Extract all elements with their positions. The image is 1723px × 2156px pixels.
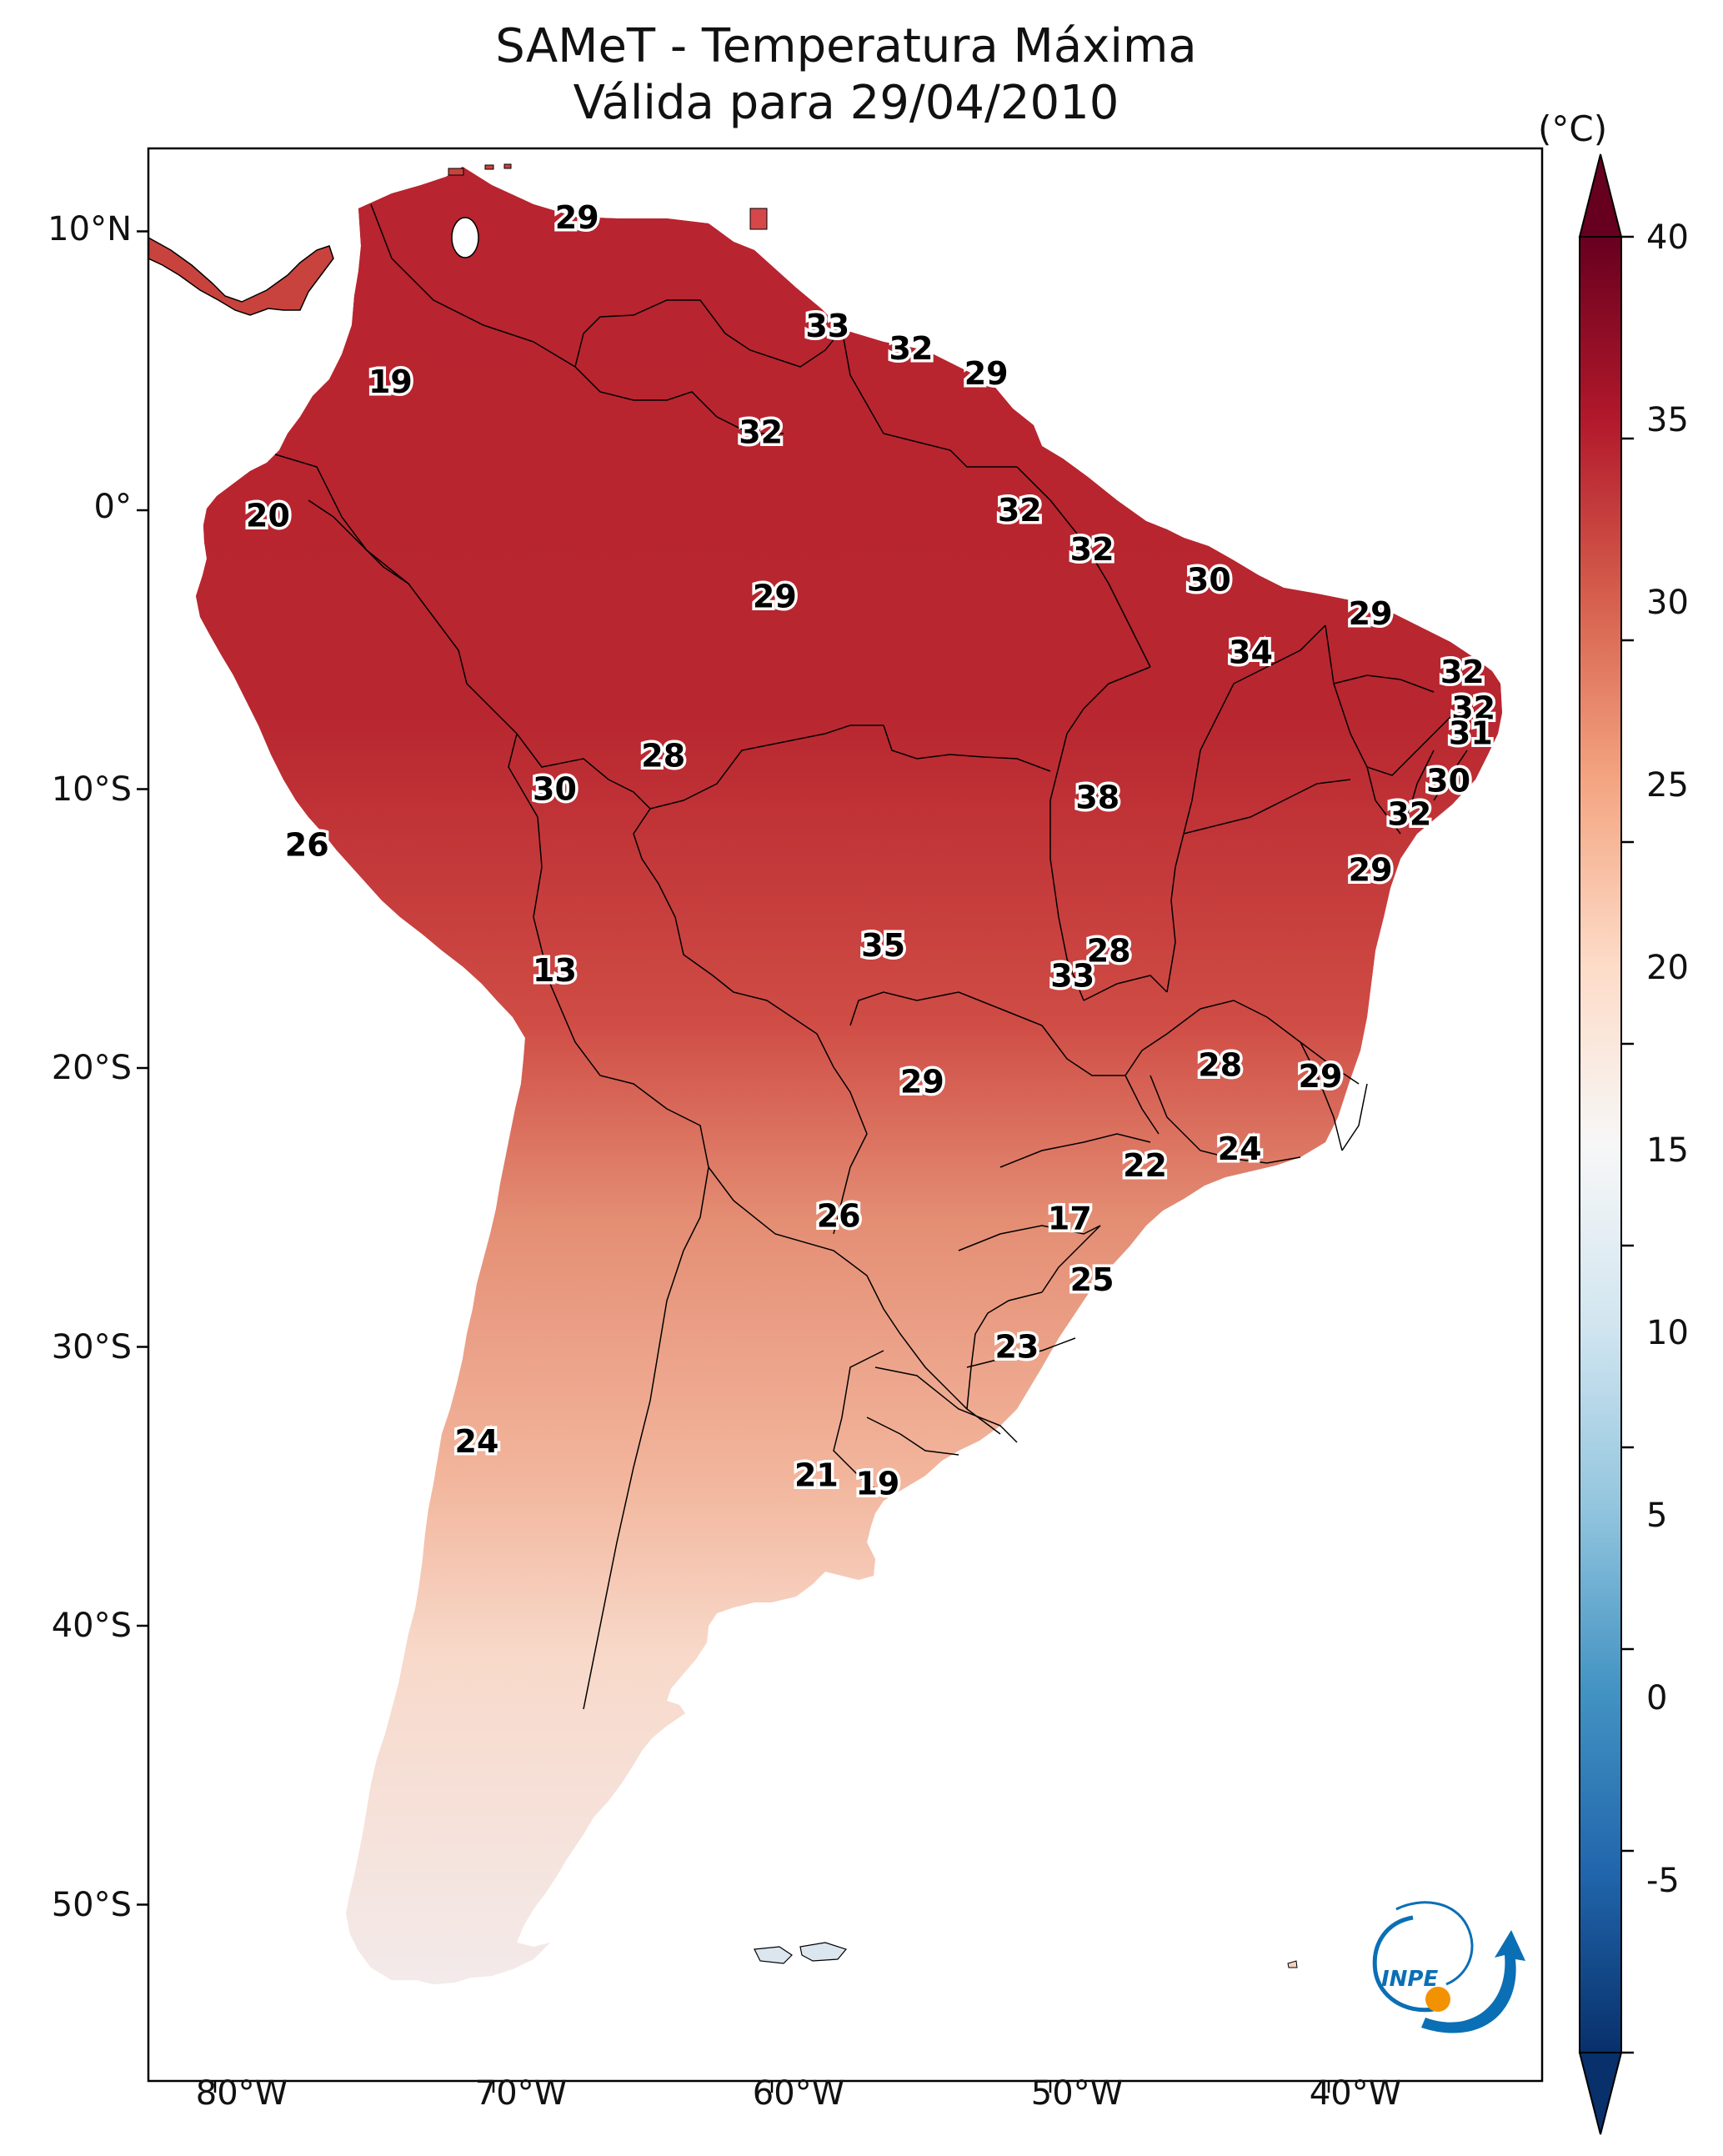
map-title: SAMeT - Temperatura Máxima Válida para 2… xyxy=(150,18,1542,132)
lat-tick-0: 0° xyxy=(93,488,132,526)
axis-tick-marks xyxy=(137,230,1330,2093)
country-borders xyxy=(274,203,1468,1710)
station-label-27: 28 xyxy=(1198,1047,1242,1084)
title-line-2: Válida para 29/04/2010 xyxy=(573,76,1119,130)
station-label-22: 29 xyxy=(1349,852,1393,889)
station-label-6: 32 xyxy=(998,492,1042,529)
station-label-16: 28 xyxy=(641,737,685,774)
station-label-36: 24 xyxy=(455,1423,499,1460)
station-label-33: 26 xyxy=(817,1197,861,1234)
lon-tick-60w: 60°W xyxy=(752,2074,845,2113)
lon-tick-40w: 40°W xyxy=(1309,2074,1402,2113)
station-label-28: 29 xyxy=(900,1064,944,1101)
station-label-30: 24 xyxy=(1218,1131,1262,1167)
station-label-7: 20 xyxy=(246,498,290,534)
inpe-logo: INPE xyxy=(1372,1901,1525,2033)
station-label-0: 29 xyxy=(555,199,599,236)
lon-tick-70w: 70°W xyxy=(474,2074,568,2113)
station-label-20: 32 xyxy=(1387,796,1431,833)
station-label-2: 32 xyxy=(889,330,934,367)
lon-tick-80w: 80°W xyxy=(195,2074,288,2113)
station-label-34: 25 xyxy=(1070,1261,1114,1298)
colorbar-tick-10: 10 xyxy=(1646,1314,1689,1352)
station-label-32: 17 xyxy=(1048,1201,1092,1237)
lon-tick-50w: 50°W xyxy=(1030,2074,1124,2113)
falkland-islands xyxy=(754,1942,848,1964)
lat-tick-30s: 30°S xyxy=(51,1328,132,1366)
lat-tick-10n: 10°N xyxy=(48,210,132,248)
station-label-15: 31 xyxy=(1449,715,1493,752)
station-label-26: 33 xyxy=(1050,958,1094,995)
station-label-5: 32 xyxy=(739,414,783,450)
colorbar-tick-15: 15 xyxy=(1646,1131,1689,1170)
colorbar-tick-25: 25 xyxy=(1646,766,1689,805)
station-label-13: 32 xyxy=(1440,654,1485,690)
station-label-38: 19 xyxy=(855,1465,899,1502)
station-label-8: 32 xyxy=(1070,531,1114,568)
lat-tick-50s: 50°S xyxy=(51,1886,132,1924)
colorbar-top-arrow xyxy=(1578,153,1623,238)
station-label-37: 21 xyxy=(794,1457,839,1493)
colorbar xyxy=(1578,153,1634,2135)
logo-orbit-arc xyxy=(1372,1915,1435,2013)
colorbar-tick-35: 35 xyxy=(1646,401,1689,439)
colorbar-tick-0: 0 xyxy=(1646,1679,1668,1717)
station-label-19: 38 xyxy=(1075,780,1119,816)
logo-inner-arc xyxy=(1395,1901,1474,1986)
station-label-29: 29 xyxy=(1299,1058,1343,1095)
station-label-11: 29 xyxy=(1349,595,1393,632)
colorbar-tick-40: 40 xyxy=(1646,218,1689,257)
station-label-10: 29 xyxy=(753,579,797,615)
lat-tick-10s: 10°S xyxy=(51,770,132,809)
station-label-17: 30 xyxy=(533,771,577,808)
logo-orange-dot xyxy=(1425,1987,1450,2012)
lat-tick-40s: 40°S xyxy=(51,1607,132,1645)
colorbar-tick-minus-5: -5 xyxy=(1646,1862,1680,1900)
colorbar-bottom-arrow xyxy=(1578,2052,1623,2135)
station-label-31: 22 xyxy=(1123,1147,1167,1184)
caribbean-islands xyxy=(448,163,768,230)
station-label-18: 30 xyxy=(1426,762,1470,799)
station-label-4: 19 xyxy=(368,364,413,400)
lat-tick-20s: 20°S xyxy=(51,1049,132,1087)
title-line-1: SAMeT - Temperatura Máxima xyxy=(495,19,1197,73)
logo-swoosh-arrow xyxy=(1421,1930,1525,2033)
colorbar-bar xyxy=(1579,236,1622,2053)
station-label-1: 33 xyxy=(805,308,849,344)
station-label-24: 28 xyxy=(1087,933,1131,970)
station-label-9: 30 xyxy=(1187,562,1231,599)
central-america-land xyxy=(148,237,334,316)
map-frame xyxy=(147,147,1544,2083)
station-label-23: 35 xyxy=(861,927,905,964)
station-label-21: 26 xyxy=(285,826,329,863)
station-label-35: 23 xyxy=(994,1329,1039,1366)
logo-text: INPE xyxy=(1381,1967,1438,1992)
colorbar-tick-30: 30 xyxy=(1646,584,1689,622)
colorbar-tick-5: 5 xyxy=(1646,1497,1668,1535)
station-label-3: 29 xyxy=(964,355,1009,392)
station-label-14: 32 xyxy=(1451,689,1495,726)
station-label-25: 13 xyxy=(533,952,577,989)
colorbar-tick-20: 20 xyxy=(1646,949,1689,987)
lake-maracaibo xyxy=(451,217,479,258)
station-label-12: 34 xyxy=(1229,634,1273,671)
colorbar-unit: (°C) xyxy=(1538,108,1608,149)
